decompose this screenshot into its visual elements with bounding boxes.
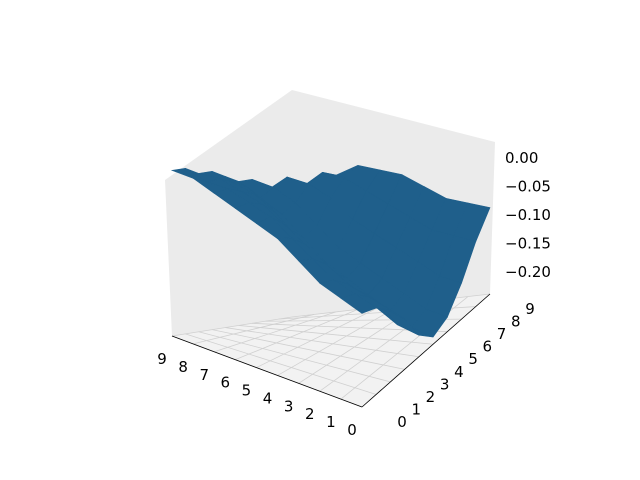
y-tick-label: 8 bbox=[511, 313, 521, 331]
y-axis-line bbox=[361, 293, 491, 408]
y-tick-label: 5 bbox=[468, 350, 478, 368]
x-tick-label: 0 bbox=[347, 421, 357, 439]
z-tick-label: −0.10 bbox=[505, 206, 551, 224]
y-tick-label: 1 bbox=[411, 400, 421, 418]
y-tick-label: 4 bbox=[454, 363, 464, 381]
x-tick-label: 4 bbox=[263, 389, 273, 407]
x-tick-label: 8 bbox=[178, 358, 188, 376]
grid-line-y bbox=[214, 311, 337, 353]
z-tick-label: −0.05 bbox=[505, 178, 551, 196]
z-tick-label: 0.00 bbox=[505, 149, 538, 167]
y-tick-label: 2 bbox=[426, 388, 436, 406]
grid-line-x bbox=[211, 329, 405, 370]
x-axis-line bbox=[171, 335, 363, 408]
z-tick-label: −0.15 bbox=[505, 235, 551, 253]
grid-line-y bbox=[193, 314, 315, 345]
x-tick-label: 1 bbox=[326, 413, 336, 431]
grid-line-y bbox=[235, 308, 359, 361]
z-tick-label: −0.20 bbox=[505, 263, 551, 281]
grid-line-y bbox=[256, 306, 381, 368]
x-tick-label: 5 bbox=[242, 382, 252, 400]
grid-line-y bbox=[171, 316, 293, 337]
y-tick-label: 7 bbox=[497, 325, 507, 343]
x-tick-label: 7 bbox=[199, 366, 209, 384]
grid-line-x bbox=[225, 327, 419, 358]
surface-facet bbox=[340, 293, 377, 314]
grid-line-x bbox=[198, 331, 391, 383]
x-tick-label: 9 bbox=[157, 350, 167, 368]
surface-plot bbox=[170, 165, 491, 338]
grid-line-x bbox=[238, 325, 434, 345]
grid-line-y bbox=[277, 303, 403, 376]
x-tick-label: 6 bbox=[221, 374, 231, 392]
axis-lines bbox=[171, 293, 491, 408]
y-tick-label: 9 bbox=[525, 300, 535, 318]
y-tick-label: 6 bbox=[483, 338, 493, 356]
tick-labels: 012345678901234567890.00−0.05−0.10−0.15−… bbox=[157, 149, 551, 439]
y-tick-label: 3 bbox=[440, 375, 450, 393]
grid-line-x bbox=[185, 333, 377, 395]
x-tick-label: 2 bbox=[305, 405, 315, 423]
y-tick-label: 0 bbox=[397, 413, 407, 431]
x-tick-label: 3 bbox=[284, 397, 294, 415]
